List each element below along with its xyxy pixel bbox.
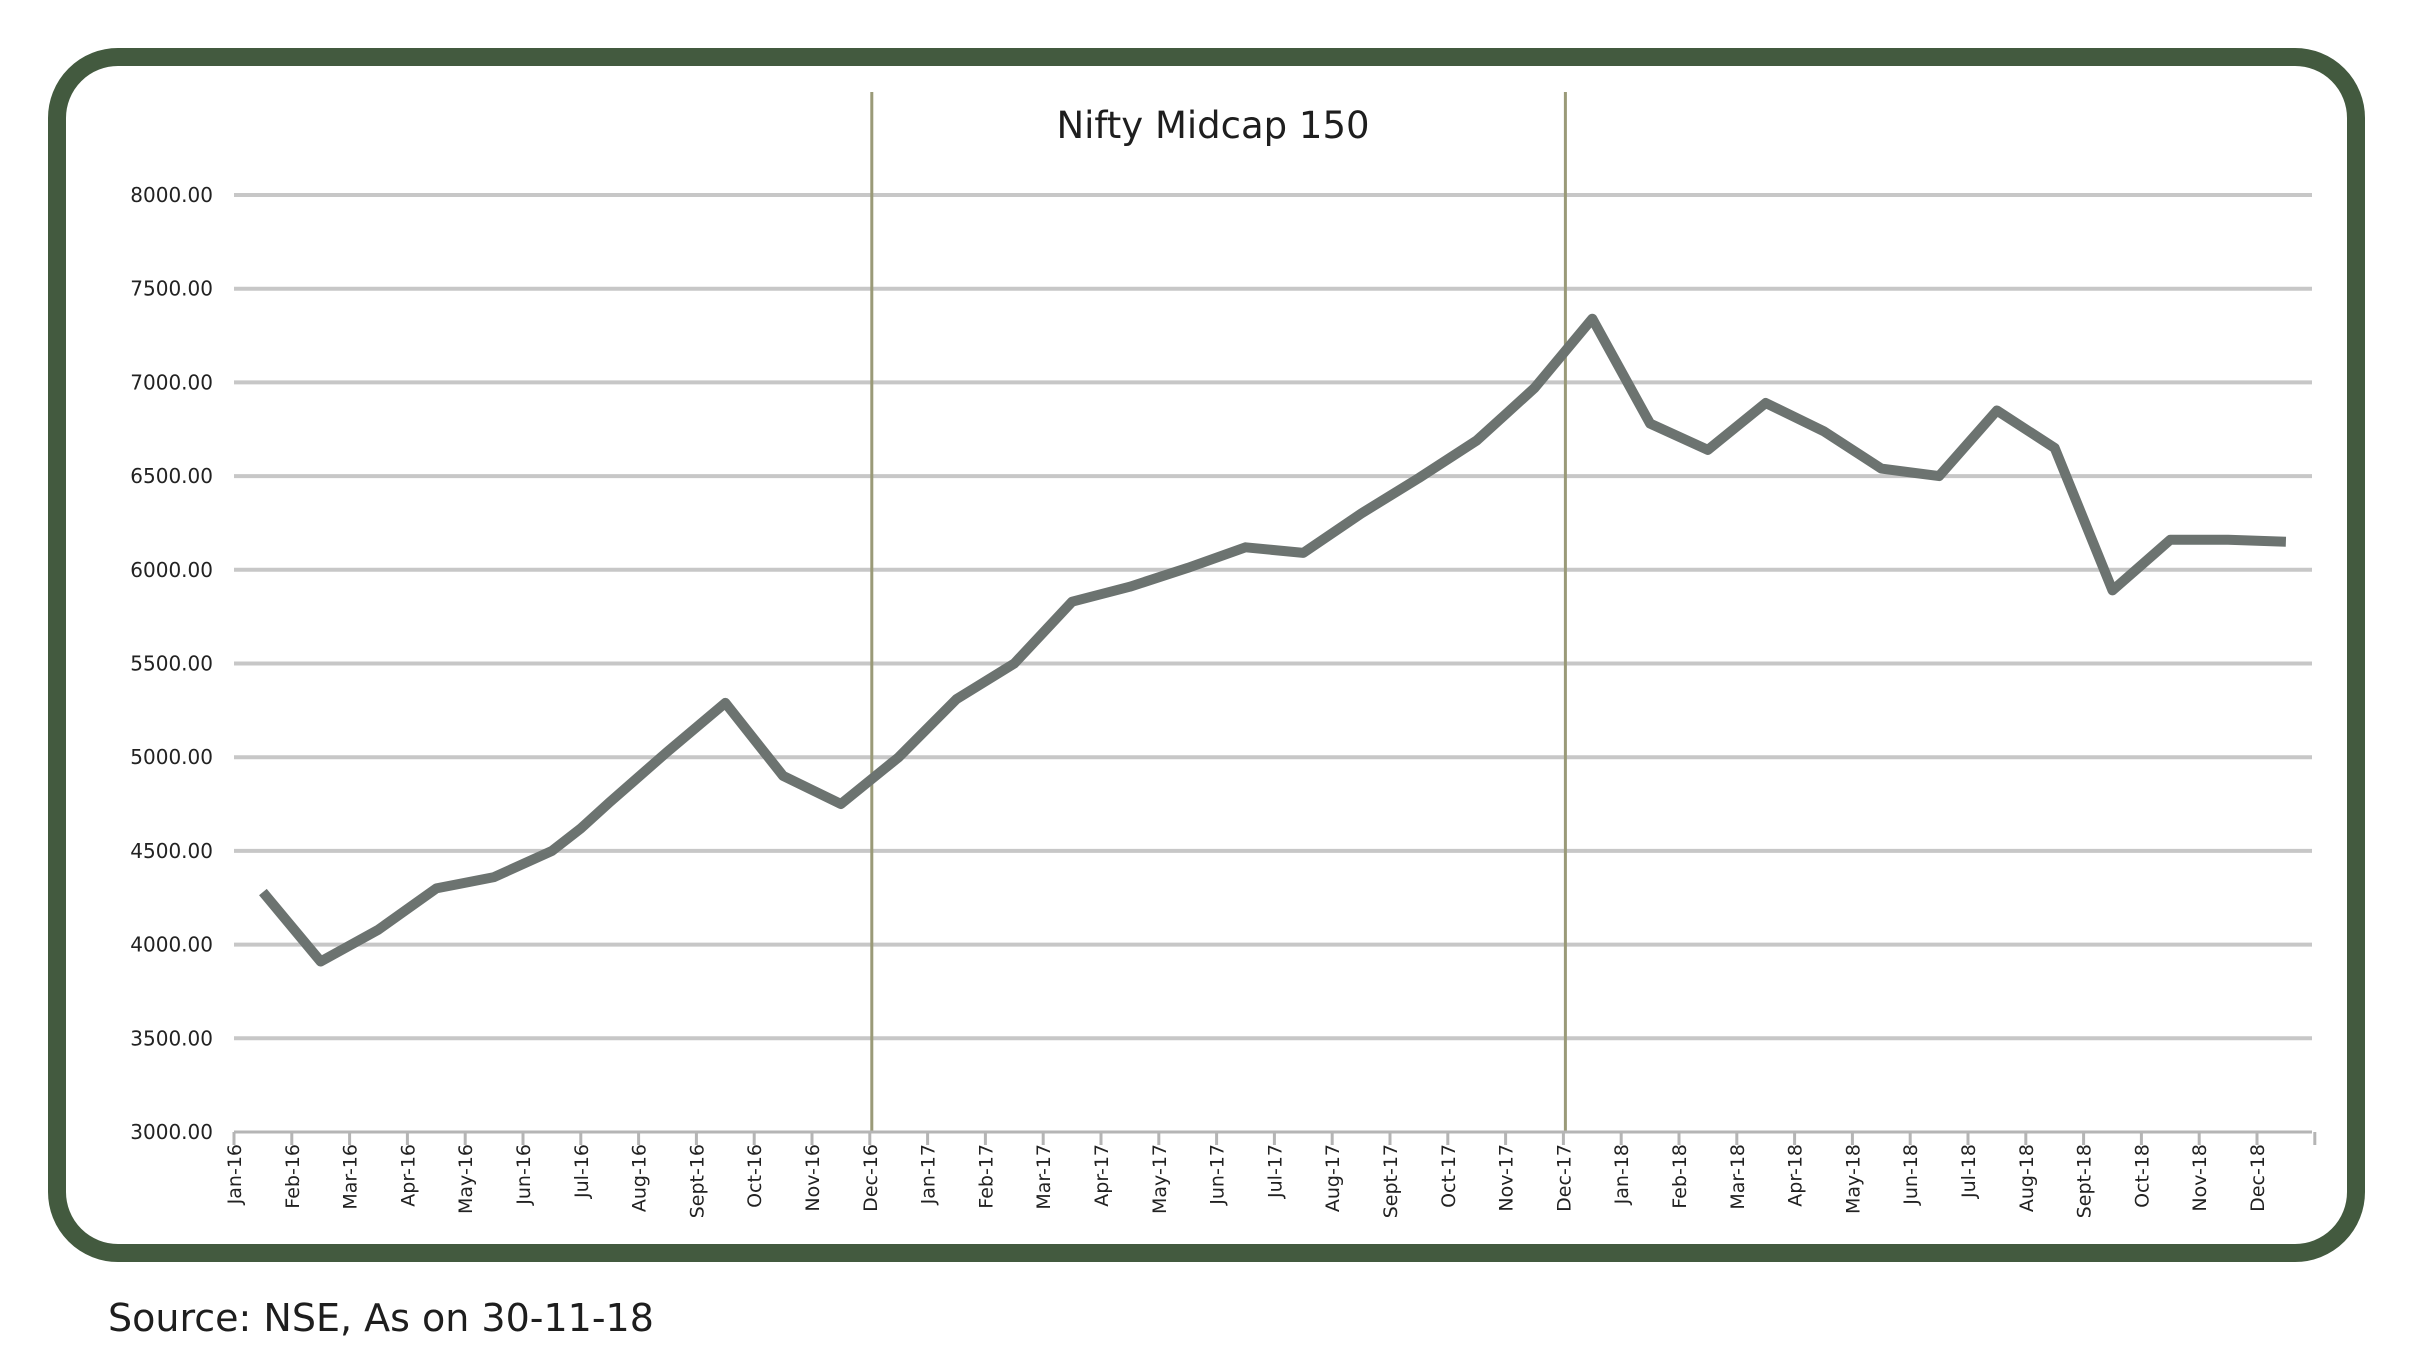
x-tick-label: Apr-16 (397, 1144, 419, 1207)
x-tick-label: Apr-17 (1091, 1144, 1113, 1207)
x-tick-label: Jan-16 (224, 1144, 246, 1205)
x-tick-label: Mar-18 (1727, 1144, 1749, 1210)
y-tick-label: 6500.00 (130, 464, 213, 488)
x-tick-label: Jan-17 (918, 1144, 940, 1205)
x-tick-label: Jun-17 (1207, 1144, 1229, 1206)
x-tick-label: May-18 (1842, 1144, 1864, 1214)
x-tick-label: Apr-18 (1785, 1144, 1807, 1207)
y-tick-label: 8000.00 (130, 183, 213, 207)
x-tick-label: Sept-18 (2074, 1144, 2096, 1218)
y-tick-label: 5500.00 (130, 652, 213, 676)
x-tick-label: Sept-17 (1380, 1144, 1402, 1218)
x-tick-label: Sept-16 (686, 1144, 708, 1218)
x-tick-label: May-17 (1149, 1144, 1171, 1214)
x-axis (232, 1130, 2317, 1145)
x-tick-label: Nov-16 (802, 1144, 824, 1212)
chart-frame (48, 48, 2365, 1262)
y-tick-label: 7500.00 (130, 277, 213, 301)
x-tick-label: Jan-18 (1611, 1144, 1633, 1205)
vertical-markers (870, 92, 1567, 1132)
y-tick-label: 7000.00 (130, 370, 213, 394)
source-note: Source: NSE, As on 30-11-18 (108, 1296, 654, 1340)
chart-title: Nifty Midcap 150 (1056, 104, 1369, 147)
y-tick-label: 3500.00 (130, 1026, 213, 1050)
x-tick-label: Jul-16 (571, 1144, 593, 1199)
x-tick-label: Nov-18 (2189, 1144, 2211, 1212)
y-tick-label: 3000.00 (130, 1120, 213, 1144)
x-tick-label: Oct-18 (2131, 1144, 2153, 1208)
y-tick-label: 4500.00 (130, 839, 213, 863)
x-tick-label: Nov-17 (1496, 1144, 1518, 1212)
x-tick-label: Aug-17 (1322, 1144, 1344, 1212)
x-tick-label: Jul-17 (1264, 1144, 1286, 1199)
x-tick-label: Feb-17 (975, 1144, 997, 1209)
x-tick-label: Dec-17 (1553, 1144, 1575, 1212)
x-tick-label: Dec-18 (2247, 1144, 2269, 1212)
x-tick-label: Jul-18 (1958, 1144, 1980, 1199)
x-tick-label: Feb-18 (1669, 1144, 1691, 1209)
y-tick-label: 4000.00 (130, 933, 213, 957)
x-tick-label: Mar-17 (1033, 1144, 1055, 1210)
x-tick-label: Jun-16 (513, 1144, 535, 1206)
y-tick-label: 6000.00 (130, 558, 213, 582)
y-tick-label: 5000.00 (130, 745, 213, 769)
x-tick-label: Feb-16 (282, 1144, 304, 1209)
y-axis-ticks: 3000.00 3500.00 4000.00 4500.00 5000.00 5500.… (130, 183, 213, 1144)
x-tick-label: Oct-17 (1438, 1144, 1460, 1208)
x-tick-label: Jun-18 (1900, 1144, 1922, 1206)
x-tick-label: Dec-16 (860, 1144, 882, 1212)
x-tick-label: Oct-16 (744, 1144, 766, 1208)
series-line (259, 313, 2287, 967)
gridlines (234, 193, 2312, 1041)
x-tick-label: May-16 (455, 1144, 477, 1214)
series-layer (259, 313, 2287, 967)
x-axis-ticks: Jan-16 Feb-16 Mar-16 Apr-16 May-16 Jun-16 Jul-… (224, 1144, 2269, 1218)
x-tick-label: Aug-18 (2016, 1144, 2038, 1212)
x-tick-label: Mar-16 (340, 1144, 362, 1210)
x-tick-label: Aug-16 (629, 1144, 651, 1212)
